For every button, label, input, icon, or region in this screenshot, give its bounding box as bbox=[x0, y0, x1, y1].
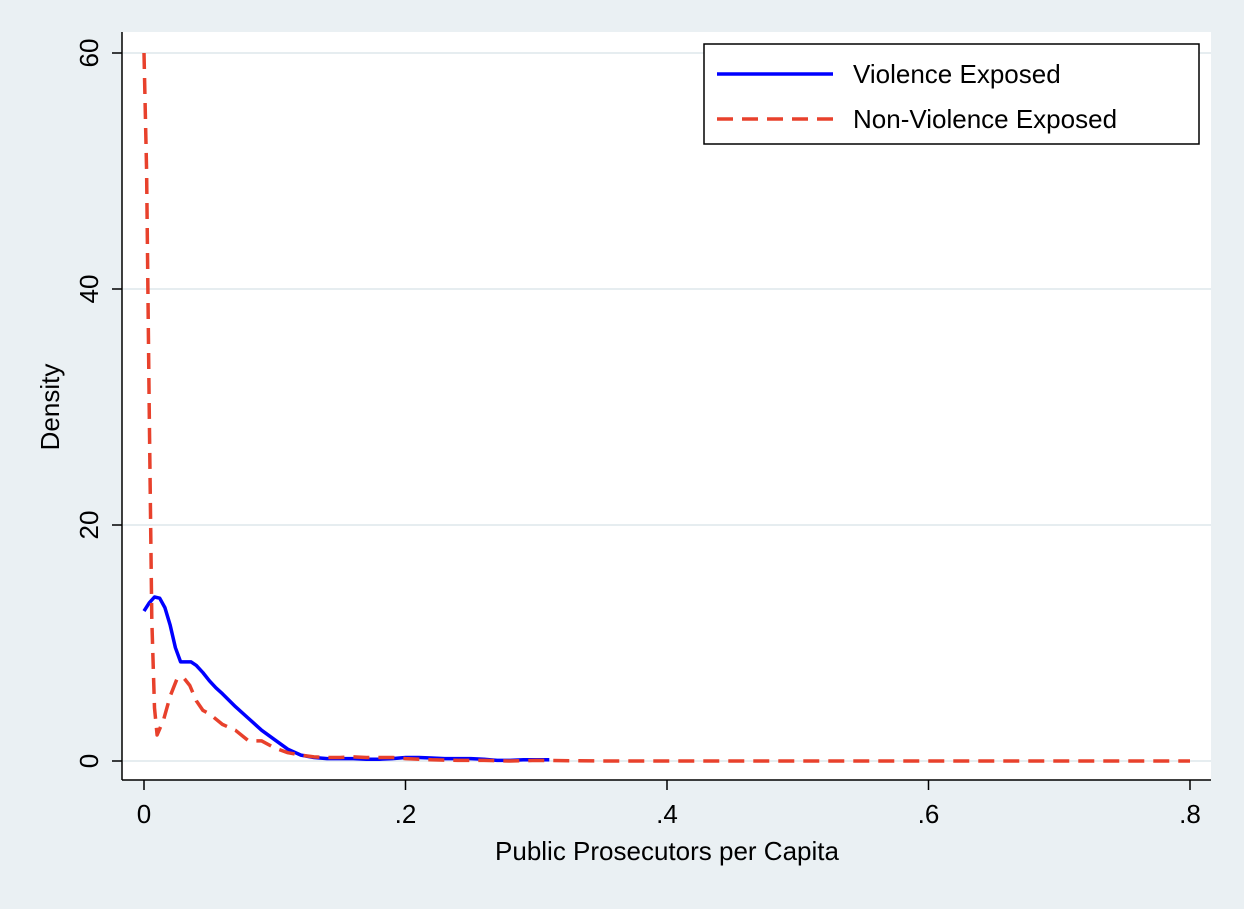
x-axis-label: Public Prosecutors per Capita bbox=[495, 836, 839, 866]
series-line-2 bbox=[142, 52, 1190, 763]
plot-area bbox=[122, 32, 1211, 780]
x-tick-label: .2 bbox=[395, 799, 417, 829]
y-tick-label: 20 bbox=[74, 511, 104, 540]
x-tick-label: .4 bbox=[656, 799, 678, 829]
x-tick-label: .8 bbox=[1179, 799, 1201, 829]
legend-label-2: Non-Violence Exposed bbox=[853, 104, 1117, 134]
y-tick-label: 40 bbox=[74, 275, 104, 304]
x-tick-label: 0 bbox=[137, 799, 151, 829]
axes: 0 .2 .4 .6 .8 0 20 40 60 bbox=[74, 32, 1211, 829]
y-tick-label: 0 bbox=[74, 754, 104, 768]
series-lines bbox=[142, 52, 1190, 763]
legend-box bbox=[703, 43, 1200, 145]
y-tick-label: 60 bbox=[74, 39, 104, 68]
x-tick-label: .6 bbox=[918, 799, 940, 829]
y-axis-label: Density bbox=[35, 364, 65, 451]
legend: Violence Exposed Non-Violence Exposed bbox=[703, 43, 1200, 145]
legend-label-1: Violence Exposed bbox=[853, 59, 1061, 89]
